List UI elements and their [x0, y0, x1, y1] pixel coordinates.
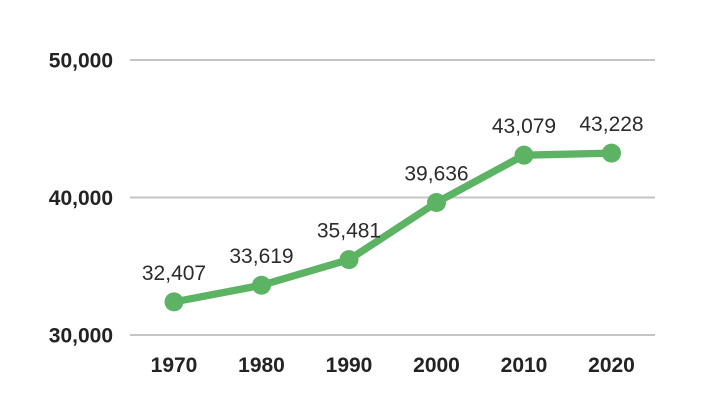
y-axis-label: 40,000	[49, 187, 113, 210]
x-axis-label: 1980	[238, 354, 285, 377]
data-point	[252, 275, 271, 295]
data-point	[164, 292, 184, 312]
gridlines	[130, 59, 655, 336]
data-point	[339, 250, 359, 270]
data-label: 39,636	[404, 163, 468, 186]
line-series	[170, 149, 616, 306]
data-point	[602, 143, 621, 163]
data-label: 43,228	[579, 113, 643, 136]
data-point	[514, 145, 534, 165]
data-label: 35,481	[317, 220, 381, 243]
x-axis-label: 1990	[326, 354, 373, 377]
y-axis-label: 50,000	[49, 50, 113, 73]
x-axis-label: 2020	[588, 354, 635, 377]
x-axis-label: 2010	[501, 354, 548, 377]
data-label: 32,407	[142, 262, 206, 285]
y-axis-label: 30,000	[49, 325, 113, 348]
data-points	[164, 143, 621, 312]
x-axis-label: 1970	[151, 354, 198, 377]
x-axis-labels: 1970 1980 1990 2000 2010 2020	[151, 354, 635, 377]
data-label: 33,619	[229, 245, 293, 268]
y-axis-labels: 30,000 40,000 50,000	[49, 50, 113, 348]
series-line	[170, 149, 616, 306]
data-point	[427, 193, 446, 213]
data-label: 43,079	[492, 115, 556, 138]
data-labels: 32,407 33,619 35,481 39,636 43,079 43,228	[142, 113, 644, 285]
x-axis-label: 2000	[413, 354, 460, 377]
